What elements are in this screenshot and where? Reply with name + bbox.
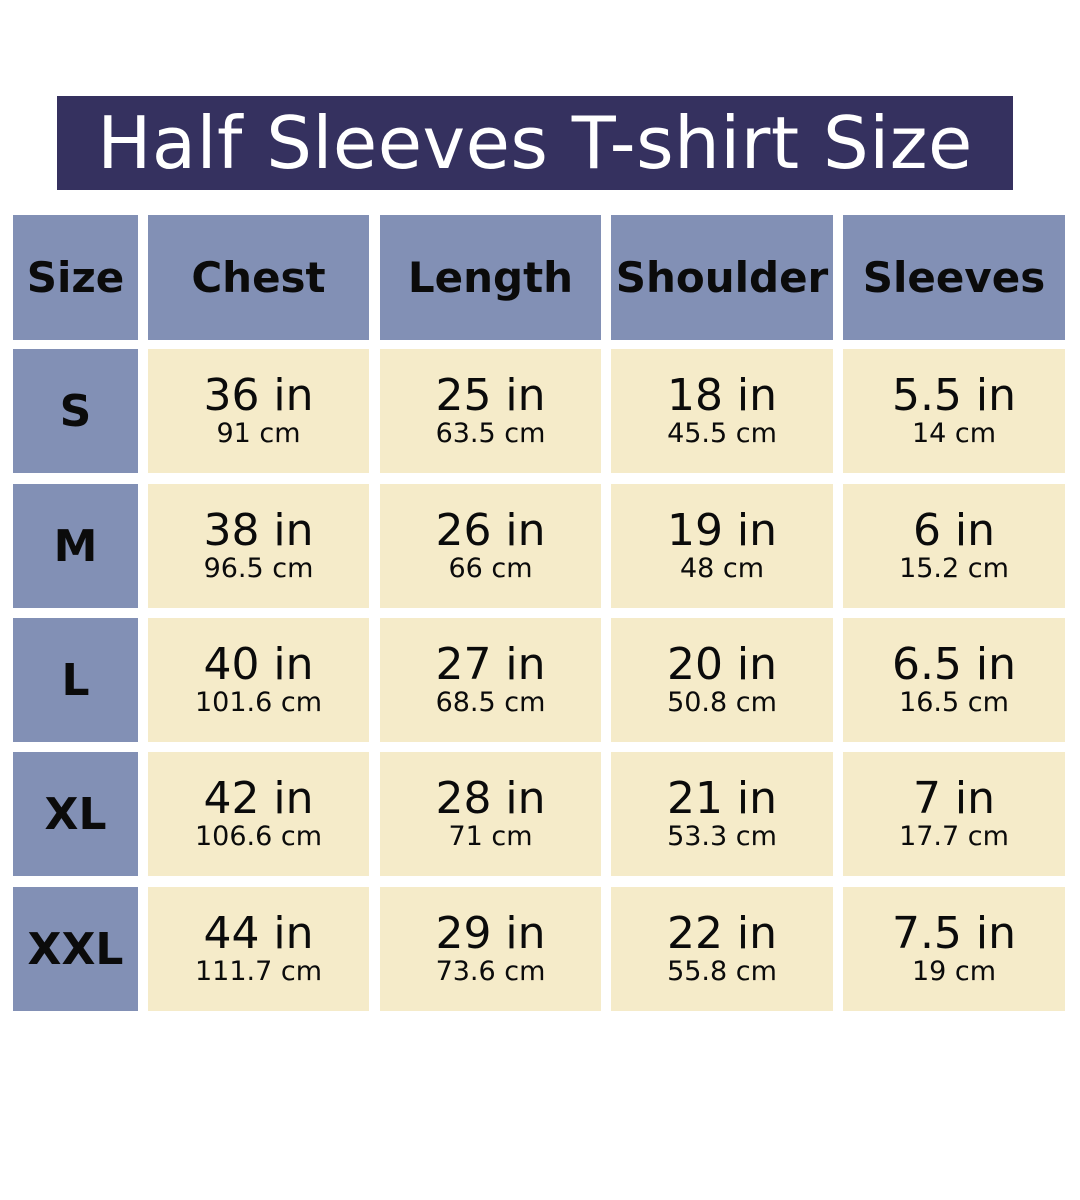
cm-value: 15.2 cm (899, 553, 1009, 584)
inch-value: 6.5 in (891, 639, 1017, 690)
inch-value: 6 in (912, 505, 996, 556)
inch-value: 7 in (912, 773, 996, 824)
cm-value: 48 cm (679, 553, 765, 584)
column-header-sleeves: Sleeves (843, 215, 1065, 340)
inch-value: 19 in (666, 505, 778, 556)
cm-value: 91 cm (216, 418, 301, 449)
inch-value: 38 in (203, 505, 314, 556)
measurement-cell: 6.5 in 16.5 cm (843, 618, 1065, 742)
measurement-cell: 28 in 71 cm (380, 752, 601, 876)
measurement-cell: 19 in 48 cm (611, 484, 833, 608)
measurement-cell: 20 in 50.8 cm (611, 618, 833, 742)
cm-value: 68.5 cm (435, 687, 546, 718)
cm-value: 55.8 cm (667, 956, 777, 987)
inch-value: 29 in (435, 908, 546, 959)
inch-value: 21 in (666, 773, 778, 824)
measurement-cell: 7 in 17.7 cm (843, 752, 1065, 876)
cm-value: 63.5 cm (435, 418, 546, 449)
inch-value: 20 in (666, 639, 778, 690)
header-label: Chest (191, 253, 326, 302)
size-label: XL (44, 788, 107, 840)
size-cell: M (13, 484, 138, 608)
column-header-length: Length (380, 215, 601, 340)
inch-value: 26 in (435, 505, 546, 556)
inch-value: 7.5 in (891, 908, 1017, 959)
cm-value: 50.8 cm (667, 687, 777, 718)
measurement-cell: 44 in 111.7 cm (148, 887, 369, 1011)
cm-value: 45.5 cm (667, 418, 777, 449)
inch-value: 22 in (666, 908, 778, 959)
cm-value: 53.3 cm (667, 821, 777, 852)
cm-value: 106.6 cm (194, 821, 323, 852)
size-cell: S (13, 349, 138, 473)
cm-value: 19 cm (911, 956, 997, 987)
page-title: Half Sleeves T-shirt Size (57, 96, 1013, 190)
measurement-cell: 26 in 66 cm (380, 484, 601, 608)
inch-value: 36 in (203, 370, 314, 421)
cm-value: 101.6 cm (194, 687, 323, 718)
measurement-cell: 36 in 91 cm (148, 349, 369, 473)
cm-value: 66 cm (448, 553, 533, 584)
measurement-cell: 21 in 53.3 cm (611, 752, 833, 876)
measurement-cell: 6 in 15.2 cm (843, 484, 1065, 608)
cm-value: 73.6 cm (435, 956, 546, 987)
measurement-cell: 18 in 45.5 cm (611, 349, 833, 473)
measurement-cell: 29 in 73.6 cm (380, 887, 601, 1011)
header-label: Size (26, 253, 125, 302)
inch-value: 25 in (435, 370, 546, 421)
inch-value: 5.5 in (891, 370, 1017, 421)
measurement-cell: 7.5 in 19 cm (843, 887, 1065, 1011)
size-cell: XL (13, 752, 138, 876)
measurement-cell: 27 in 68.5 cm (380, 618, 601, 742)
size-label: XXL (27, 923, 124, 975)
measurement-cell: 42 in 106.6 cm (148, 752, 369, 876)
measurement-cell: 38 in 96.5 cm (148, 484, 369, 608)
inch-value: 42 in (203, 773, 314, 824)
cm-value: 111.7 cm (194, 956, 323, 987)
measurement-cell: 40 in 101.6 cm (148, 618, 369, 742)
cm-value: 71 cm (448, 821, 533, 852)
measurement-cell: 5.5 in 14 cm (843, 349, 1065, 473)
header-label: Length (407, 253, 574, 302)
inch-value: 28 in (435, 773, 546, 824)
inch-value: 18 in (666, 370, 778, 421)
cm-value: 14 cm (911, 418, 997, 449)
measurement-cell: 22 in 55.8 cm (611, 887, 833, 1011)
column-header-size: Size (13, 215, 138, 340)
size-cell: XXL (13, 887, 138, 1011)
size-label: L (61, 654, 90, 706)
size-label: M (53, 520, 98, 572)
cm-value: 17.7 cm (899, 821, 1009, 852)
header-label: Shoulder (615, 253, 829, 302)
cm-value: 16.5 cm (899, 687, 1009, 718)
column-header-shoulder: Shoulder (611, 215, 833, 340)
header-label: Sleeves (862, 253, 1046, 302)
inch-value: 40 in (203, 639, 314, 690)
inch-value: 44 in (203, 908, 314, 959)
inch-value: 27 in (435, 639, 546, 690)
cm-value: 96.5 cm (203, 553, 314, 584)
size-label: S (59, 385, 92, 437)
column-header-chest: Chest (148, 215, 369, 340)
size-cell: L (13, 618, 138, 742)
measurement-cell: 25 in 63.5 cm (380, 349, 601, 473)
